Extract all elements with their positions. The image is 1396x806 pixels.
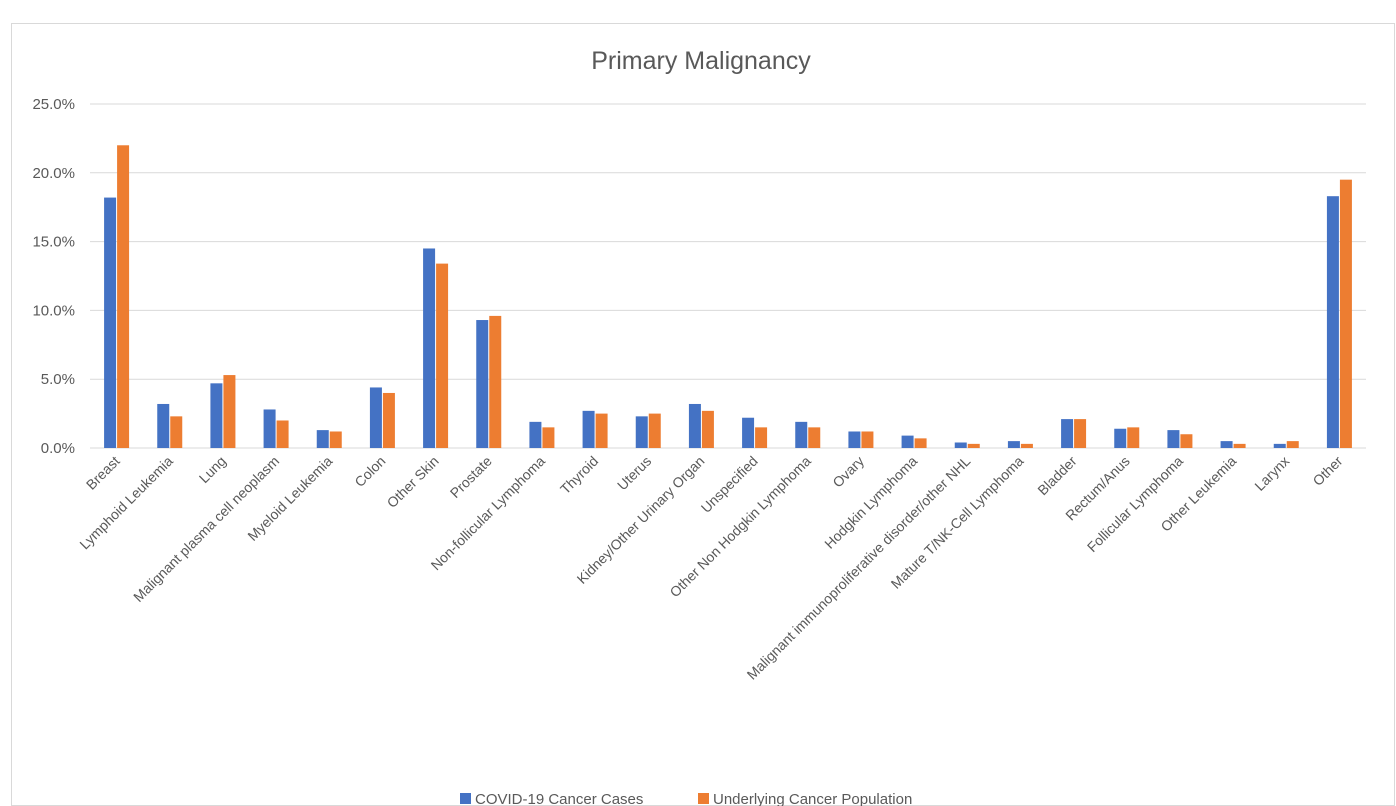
bar-covid xyxy=(157,403,170,448)
bar-covid xyxy=(635,416,648,448)
bar-underlying xyxy=(329,431,342,448)
y-tick-label: 10.0% xyxy=(32,302,75,319)
x-tick-label: Other Skin xyxy=(384,453,442,511)
bar-covid xyxy=(1167,430,1180,448)
x-tick-label: Hodgkin Lymphoma xyxy=(821,453,920,552)
bar-covid xyxy=(529,421,542,448)
bar-covid xyxy=(1220,441,1233,448)
bar-covid xyxy=(316,430,329,448)
bar-underlying xyxy=(808,427,821,448)
x-tick-label: Bladder xyxy=(1034,453,1080,499)
bar-underlying xyxy=(1286,441,1299,448)
bar-covid xyxy=(1007,441,1020,448)
x-tick-label: Prostate xyxy=(447,453,495,501)
bar-underlying xyxy=(701,410,714,448)
bar-underlying xyxy=(170,416,183,448)
bar-covid xyxy=(263,409,276,448)
x-tick-label: Follicular Lymphoma xyxy=(1084,453,1186,555)
bar-underlying xyxy=(276,420,289,448)
bar-covid xyxy=(423,248,436,448)
y-tick-label: 0.0% xyxy=(41,440,75,457)
bar-underlying xyxy=(382,392,395,448)
bar-underlying xyxy=(1020,443,1033,448)
bar-underlying xyxy=(1233,443,1246,448)
x-tick-label: Larynx xyxy=(1251,453,1292,494)
chart-title: Primary Malignancy xyxy=(591,47,811,75)
bar-covid xyxy=(848,431,861,448)
x-tick-label: Colon xyxy=(351,453,388,490)
bar-covid xyxy=(742,417,755,448)
x-tick-label: Other xyxy=(1309,453,1345,489)
bar-covid xyxy=(1114,428,1127,448)
bar-covid xyxy=(954,442,967,448)
legend: COVID-19 Cancer Cases Underlying Cancer P… xyxy=(460,791,912,806)
bar-underlying xyxy=(542,427,555,448)
legend-swatch xyxy=(460,793,471,804)
bar-covid xyxy=(369,387,382,448)
bar-covid xyxy=(1326,196,1339,448)
bar-underlying xyxy=(1127,427,1140,448)
x-tick-label: Thyroid xyxy=(557,453,601,497)
bar-underlying xyxy=(1180,434,1193,448)
bar-covid xyxy=(104,197,117,448)
gridlines xyxy=(90,103,1366,449)
bar-underlying xyxy=(914,438,927,448)
bar-covid xyxy=(901,435,914,448)
bar-underlying xyxy=(861,431,874,448)
bar-covid xyxy=(795,421,808,448)
x-tick-label: Breast xyxy=(83,453,123,493)
bar-underlying xyxy=(648,413,661,448)
bar-underlying xyxy=(755,427,768,448)
x-tick-label: Uterus xyxy=(614,453,654,493)
x-tick-label: Lymphoid Leukemia xyxy=(76,453,176,553)
y-tick-label: 25.0% xyxy=(32,96,75,113)
legend-label: COVID-19 Cancer Cases xyxy=(475,791,643,806)
x-tick-label: Lung xyxy=(196,453,229,486)
bar-covid xyxy=(688,403,701,448)
bar-covid xyxy=(1273,443,1286,448)
y-axis-ticks: 0.0% 5.0% 10.0% 15.0% 20.0% 25.0% xyxy=(32,96,75,457)
bar-covid xyxy=(1061,419,1074,448)
bar-underlying xyxy=(1339,179,1352,448)
bar-underlying xyxy=(1074,419,1087,448)
y-tick-label: 20.0% xyxy=(32,165,75,182)
bar-underlying xyxy=(223,375,236,448)
bar-covid xyxy=(210,383,223,448)
bar-covid xyxy=(476,320,489,448)
bar-underlying xyxy=(436,263,449,448)
bars xyxy=(104,145,1352,448)
y-tick-label: 15.0% xyxy=(32,234,75,251)
bar-underlying xyxy=(595,413,608,448)
bar-covid xyxy=(582,410,595,448)
bar-underlying xyxy=(117,145,130,448)
bar-underlying xyxy=(489,315,502,448)
x-tick-label: Ovary xyxy=(829,453,867,491)
legend-swatch xyxy=(698,793,709,804)
bar-underlying xyxy=(967,443,980,448)
legend-label: Underlying Cancer Population xyxy=(713,791,912,806)
y-tick-label: 5.0% xyxy=(41,371,75,388)
